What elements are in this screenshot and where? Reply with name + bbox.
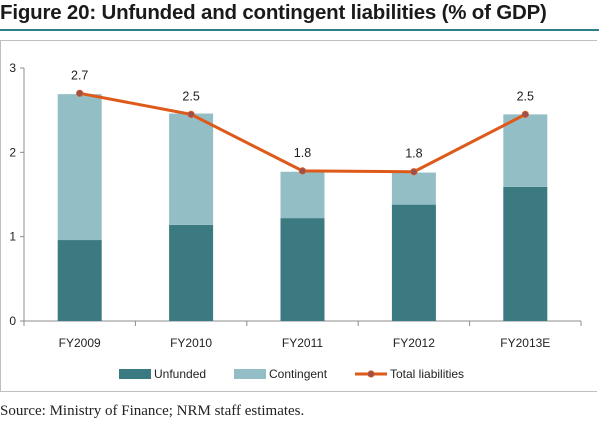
- total-liabilities-point: [76, 89, 84, 97]
- bar-contingent: [280, 171, 325, 219]
- x-tick-label: FY2013E: [500, 336, 550, 350]
- total-liabilities-point: [521, 110, 529, 118]
- bar-unfunded: [391, 204, 436, 321]
- x-tick-label: FY2009: [59, 336, 101, 350]
- total-liabilities-point: [410, 168, 418, 176]
- data-label: 1.8: [405, 147, 422, 161]
- x-tick-label: FY2011: [282, 336, 323, 350]
- total-liabilities-point: [298, 167, 307, 175]
- y-tick-label: 3: [9, 61, 16, 75]
- data-label: 2.5: [517, 89, 534, 103]
- title-rule: [0, 29, 599, 31]
- bar-unfunded: [169, 224, 214, 321]
- chart-frame: [0, 40, 597, 392]
- bar-contingent: [169, 113, 214, 225]
- x-tick-label: FY2010: [170, 336, 212, 350]
- y-tick-label: 2: [9, 145, 16, 159]
- bar-unfunded: [503, 186, 548, 321]
- y-tick-label: 1: [9, 230, 16, 244]
- legend-marker-total: [367, 370, 375, 378]
- bar-contingent: [57, 94, 102, 241]
- legend-swatch-unfunded: [119, 369, 151, 379]
- total-liabilities-point: [187, 110, 195, 118]
- data-label: 1.8: [294, 146, 311, 160]
- total-liabilities-line: [79, 91, 526, 174]
- figure-title: Figure 20: Unfunded and contingent liabi…: [0, 1, 547, 24]
- source-note: Source: Ministry of Finance; NRM staff e…: [0, 403, 305, 419]
- x-tick-label: FY2012: [393, 336, 435, 350]
- y-tick-label: 0: [9, 314, 16, 328]
- legend-label-total: Total liabilities: [390, 367, 464, 381]
- legend-label-unfunded: Unfunded: [154, 367, 206, 381]
- bar-unfunded: [280, 218, 325, 321]
- legend-swatch-contingent: [234, 369, 266, 379]
- legend-label-contingent: Contingent: [269, 367, 328, 381]
- bar-contingent: [503, 114, 548, 187]
- data-label: 2.7: [71, 68, 88, 82]
- data-label: 2.5: [182, 89, 199, 103]
- bar-unfunded: [57, 240, 102, 321]
- bar-contingent: [391, 172, 436, 205]
